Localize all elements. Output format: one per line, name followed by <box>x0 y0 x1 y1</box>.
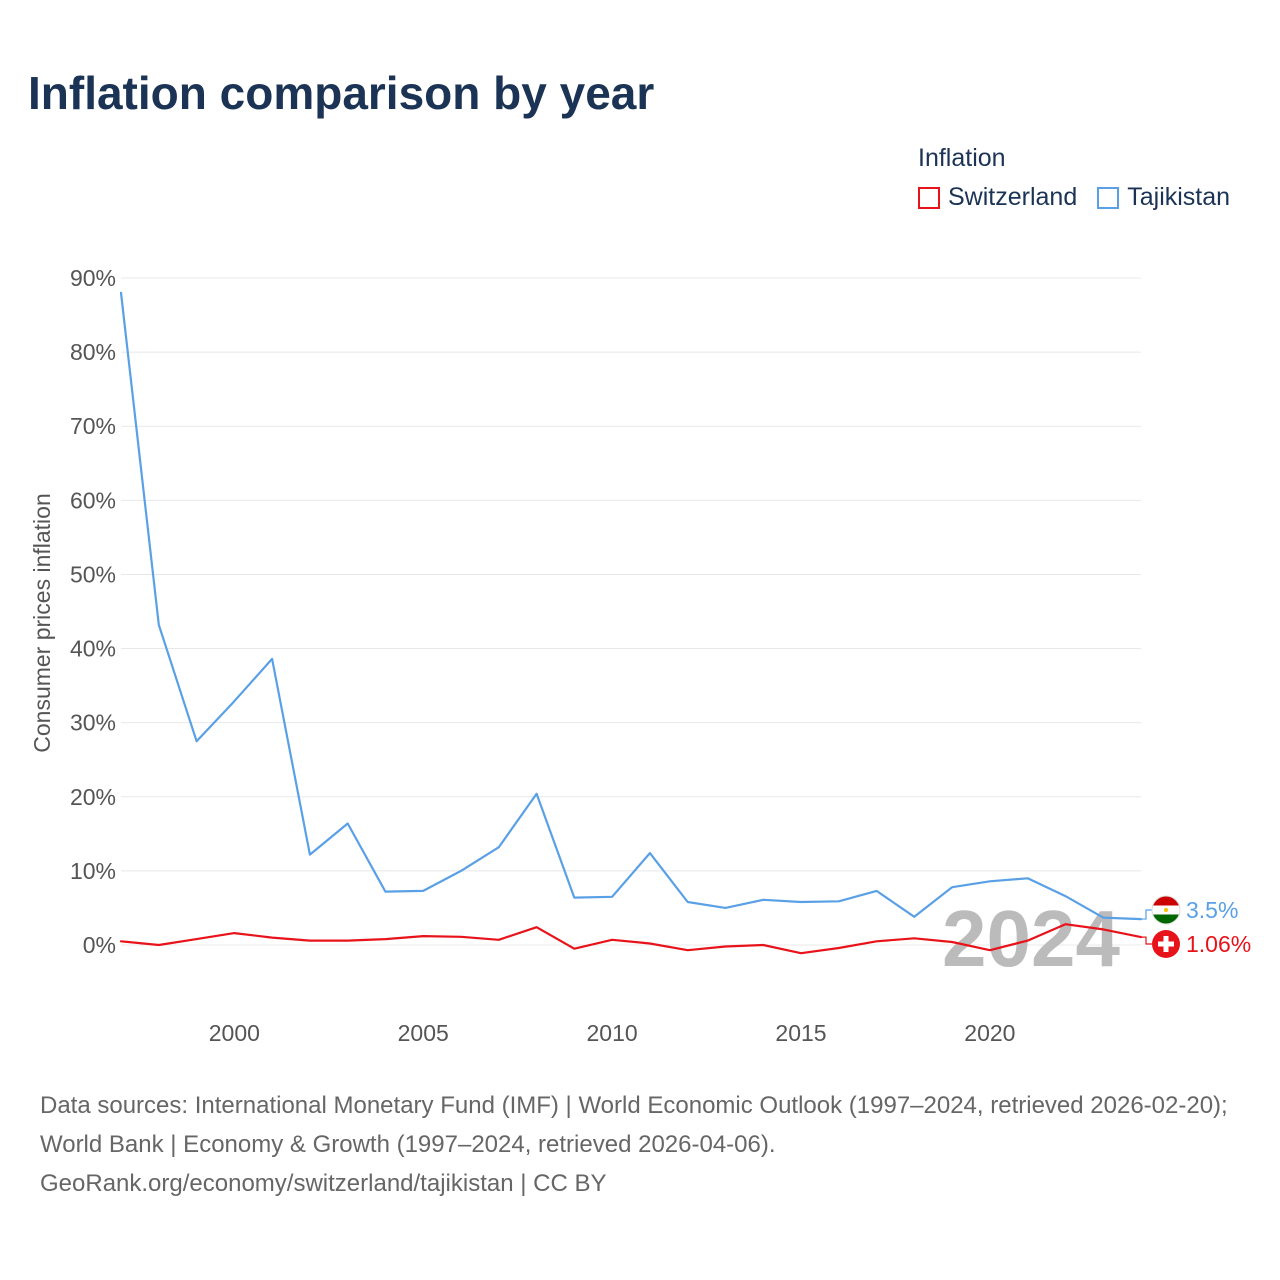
y-tick-label: 90% <box>70 265 116 291</box>
x-tick-label: 2005 <box>398 1020 449 1046</box>
end-connector-switzerland <box>1141 936 1152 945</box>
legend-swatch-tajikistan <box>1097 186 1120 209</box>
series-line-tajikistan[interactable] <box>119 291 1143 921</box>
end-label-switzerland: 1.06% <box>1186 931 1251 957</box>
y-tick-label: 0% <box>83 932 116 958</box>
legend-title: Inflation <box>918 144 1006 172</box>
y-tick-label: 50% <box>70 561 116 587</box>
footer-line-attribution[interactable]: GeoRank.org/economy/switzerland/tajikist… <box>40 1170 607 1197</box>
x-tick-label: 2020 <box>964 1020 1015 1046</box>
gridlines <box>121 277 1141 946</box>
legend-items: Switzerland Tajikistan <box>918 183 1250 212</box>
y-tick-label: 10% <box>70 858 116 884</box>
x-tick-label: 2015 <box>775 1020 826 1046</box>
end-label-tajikistan: 3.5% <box>1186 897 1238 923</box>
legend-item-switzerland[interactable]: Switzerland <box>918 183 1077 212</box>
y-tick-label: 20% <box>70 784 116 810</box>
y-tick-label: 40% <box>70 636 116 662</box>
y-axis-ticks: 0% 10% 20% 30% 40% 50% 60% 70% 80% 90% <box>70 265 116 958</box>
legend: Inflation Switzerland Tajikistan <box>918 144 1250 212</box>
legend-swatch-switzerland <box>918 186 940 209</box>
series-lines <box>119 291 1143 955</box>
footer-line-sources: Data sources: International Monetary Fun… <box>40 1092 1228 1158</box>
footer-sources: Data sources: International Monetary Fun… <box>40 1086 1250 1203</box>
legend-label-tajikistan: Tajikistan <box>1127 183 1231 211</box>
tajikistan-flag-border <box>1151 895 1181 925</box>
y-tick-label: 30% <box>70 710 116 736</box>
x-axis-ticks: 2000 2005 2010 2015 2020 <box>209 1020 1016 1046</box>
x-tick-label: 2010 <box>587 1020 638 1046</box>
tajikistan-flag-icon <box>1152 896 1180 924</box>
legend-item-tajikistan[interactable]: Tajikistan <box>1097 183 1230 212</box>
x-tick-label: 2000 <box>209 1020 260 1046</box>
y-tick-label: 60% <box>70 487 116 513</box>
end-connector-tajikistan <box>1141 909 1152 920</box>
y-tick-label: 70% <box>70 413 116 439</box>
legend-label-switzerland: Switzerland <box>948 183 1078 211</box>
y-tick-label: 80% <box>70 339 116 365</box>
switzerland-flag-icon <box>1152 930 1180 958</box>
chart-title: Inflation comparison by year <box>28 67 655 119</box>
series-line-switzerland[interactable] <box>119 923 1143 955</box>
y-axis-label: Consumer prices inflation <box>29 493 55 753</box>
end-markers: 1.06% 3.5% <box>1141 895 1251 958</box>
